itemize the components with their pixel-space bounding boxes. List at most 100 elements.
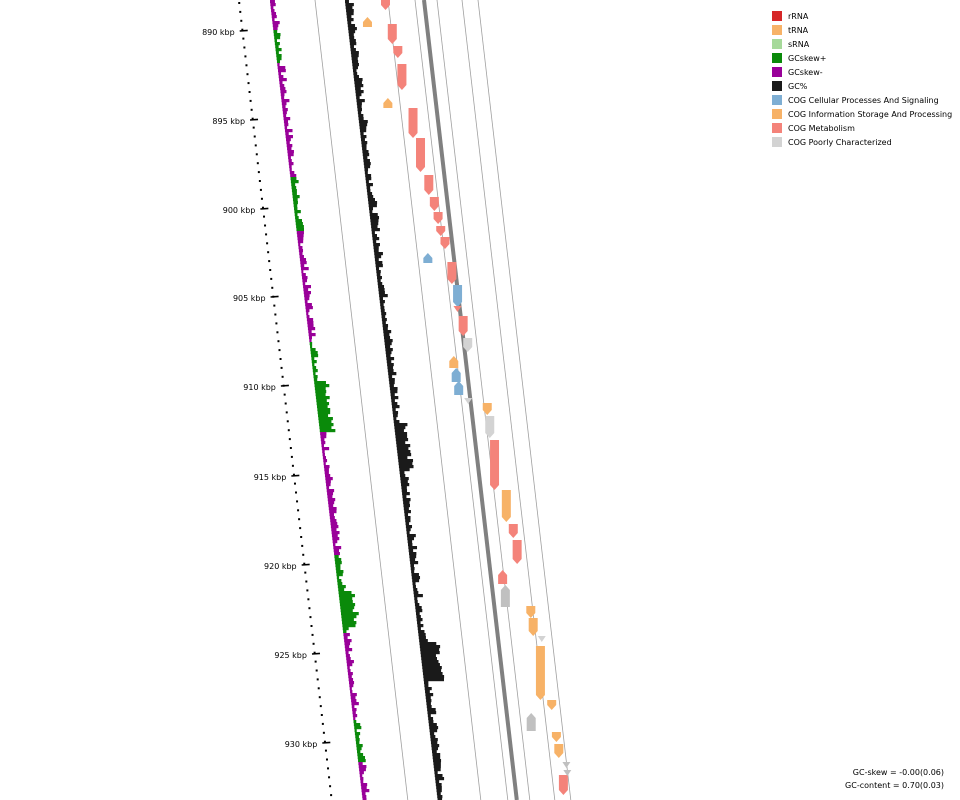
gc-skew-segment	[339, 597, 353, 601]
ruler-major-tick	[291, 474, 300, 477]
gc-skew-segment	[320, 438, 325, 442]
gene-arrow	[535, 646, 545, 700]
gc-content-segment	[409, 555, 417, 559]
gc-skew-segment	[285, 132, 289, 136]
gc-content-segment	[366, 186, 371, 190]
gc-content-segment	[407, 543, 413, 547]
legend-swatch	[772, 137, 782, 147]
gc-content-segment	[430, 741, 438, 745]
legend-swatch	[772, 11, 782, 21]
gc-skew-segment	[345, 651, 349, 655]
gc-content-segment	[424, 684, 429, 688]
gene-arrow	[453, 306, 462, 312]
gc-skew-segment	[296, 228, 305, 232]
gc-skew-segment	[296, 225, 304, 229]
gc-content-segment	[396, 444, 411, 448]
gc-skew-segment	[323, 462, 326, 466]
gc-content-segment	[426, 699, 432, 703]
gc-skew-segment	[273, 30, 278, 34]
legend-swatch	[772, 81, 782, 91]
gc-skew-segment	[277, 63, 280, 67]
gc-skew-segment	[339, 600, 353, 604]
gc-content-segment	[346, 9, 354, 13]
gc-content-segment	[419, 645, 441, 649]
gc-content-segment	[398, 465, 414, 469]
coordinate-label: 910 kbp	[243, 383, 276, 392]
legend-label: COG Cellular Processes And Signaling	[788, 95, 939, 105]
legend-swatch	[772, 95, 782, 105]
gc-content-segment	[397, 453, 412, 457]
gene-arrow	[436, 226, 446, 236]
gc-skew-segment	[342, 627, 349, 631]
gc-skew-segment	[321, 444, 324, 448]
legend-swatch	[772, 109, 782, 119]
gc-content-segment	[413, 594, 423, 598]
gc-skew-segment	[343, 633, 350, 637]
gc-content-segment	[383, 336, 391, 340]
gc-skew-segment	[331, 528, 337, 532]
gc-content-segment	[410, 564, 414, 568]
gc-skew-segment	[284, 123, 289, 127]
gc-content-segment	[413, 588, 418, 592]
ruler-tick	[310, 625, 313, 627]
gc-skew-segment	[327, 492, 334, 496]
gc-skew-segment	[338, 591, 352, 595]
gc-skew-segment	[326, 486, 330, 490]
ruler-tick	[260, 197, 263, 200]
ruler-tick	[243, 46, 246, 49]
gc-content-segment	[435, 783, 442, 787]
gc-content-segment	[388, 378, 395, 382]
gc-content-segment	[365, 174, 372, 178]
gc-skew-segment	[330, 525, 339, 529]
gc-content-segment	[433, 765, 441, 769]
ruler-tick	[324, 749, 327, 752]
gc-skew-segment	[323, 465, 330, 469]
gc-skew-segment	[274, 36, 281, 40]
gc-skew-segment	[289, 168, 292, 172]
gene-arrow	[449, 356, 459, 368]
gc-skew-segment	[272, 18, 275, 22]
gc-skew-segment	[279, 84, 285, 88]
ruler-tick	[322, 731, 325, 734]
gc-content-segment	[372, 237, 380, 241]
gc-skew-segment	[312, 366, 317, 370]
gc-content-segment	[429, 729, 438, 733]
ruler-tick	[257, 171, 260, 174]
legend-label: GCskew-	[788, 67, 823, 77]
gc-skew-segment	[355, 741, 360, 745]
coordinate-label: 920 kbp	[264, 562, 297, 571]
gene-arrow	[453, 285, 463, 307]
gc-skew-stat: GC-skew = -0.00(0.06)	[852, 768, 944, 777]
gc-content-segment	[389, 387, 398, 391]
gc-content-segment	[391, 405, 400, 409]
gc-content-segment	[387, 369, 394, 373]
gc-skew-segment	[293, 204, 298, 208]
gene-arrow	[383, 98, 393, 108]
gc-skew-segment	[329, 516, 335, 520]
legend-item-cog-poorly: COG Poorly Characterized	[772, 135, 952, 149]
ruler-tick	[244, 55, 247, 58]
gc-content-segment	[436, 786, 442, 790]
gene-arrow	[393, 46, 403, 58]
gc-skew-segment	[353, 723, 361, 727]
gc-content-segment	[351, 60, 359, 64]
gc-skew-segment	[351, 702, 359, 706]
gc-content-segment	[364, 165, 371, 169]
gc-skew-segment	[305, 303, 312, 307]
gene-arrow	[563, 770, 572, 776]
gene-arrow	[397, 64, 407, 90]
gene-arrow	[508, 524, 518, 538]
gc-skew-segment	[313, 378, 318, 382]
gene-arrow	[362, 17, 372, 27]
gc-content-segment	[375, 267, 380, 271]
gc-content-segment	[413, 591, 419, 595]
gc-content-segment	[423, 675, 445, 679]
gc-content-segment	[392, 411, 399, 415]
gc-content-segment	[362, 150, 369, 154]
gc-skew-segment	[308, 336, 312, 340]
ruler-tick	[286, 420, 289, 423]
ruler-tick	[265, 233, 268, 236]
gc-content-segment	[402, 492, 410, 496]
feature-track	[362, 0, 572, 795]
gene-arrow	[526, 606, 536, 618]
